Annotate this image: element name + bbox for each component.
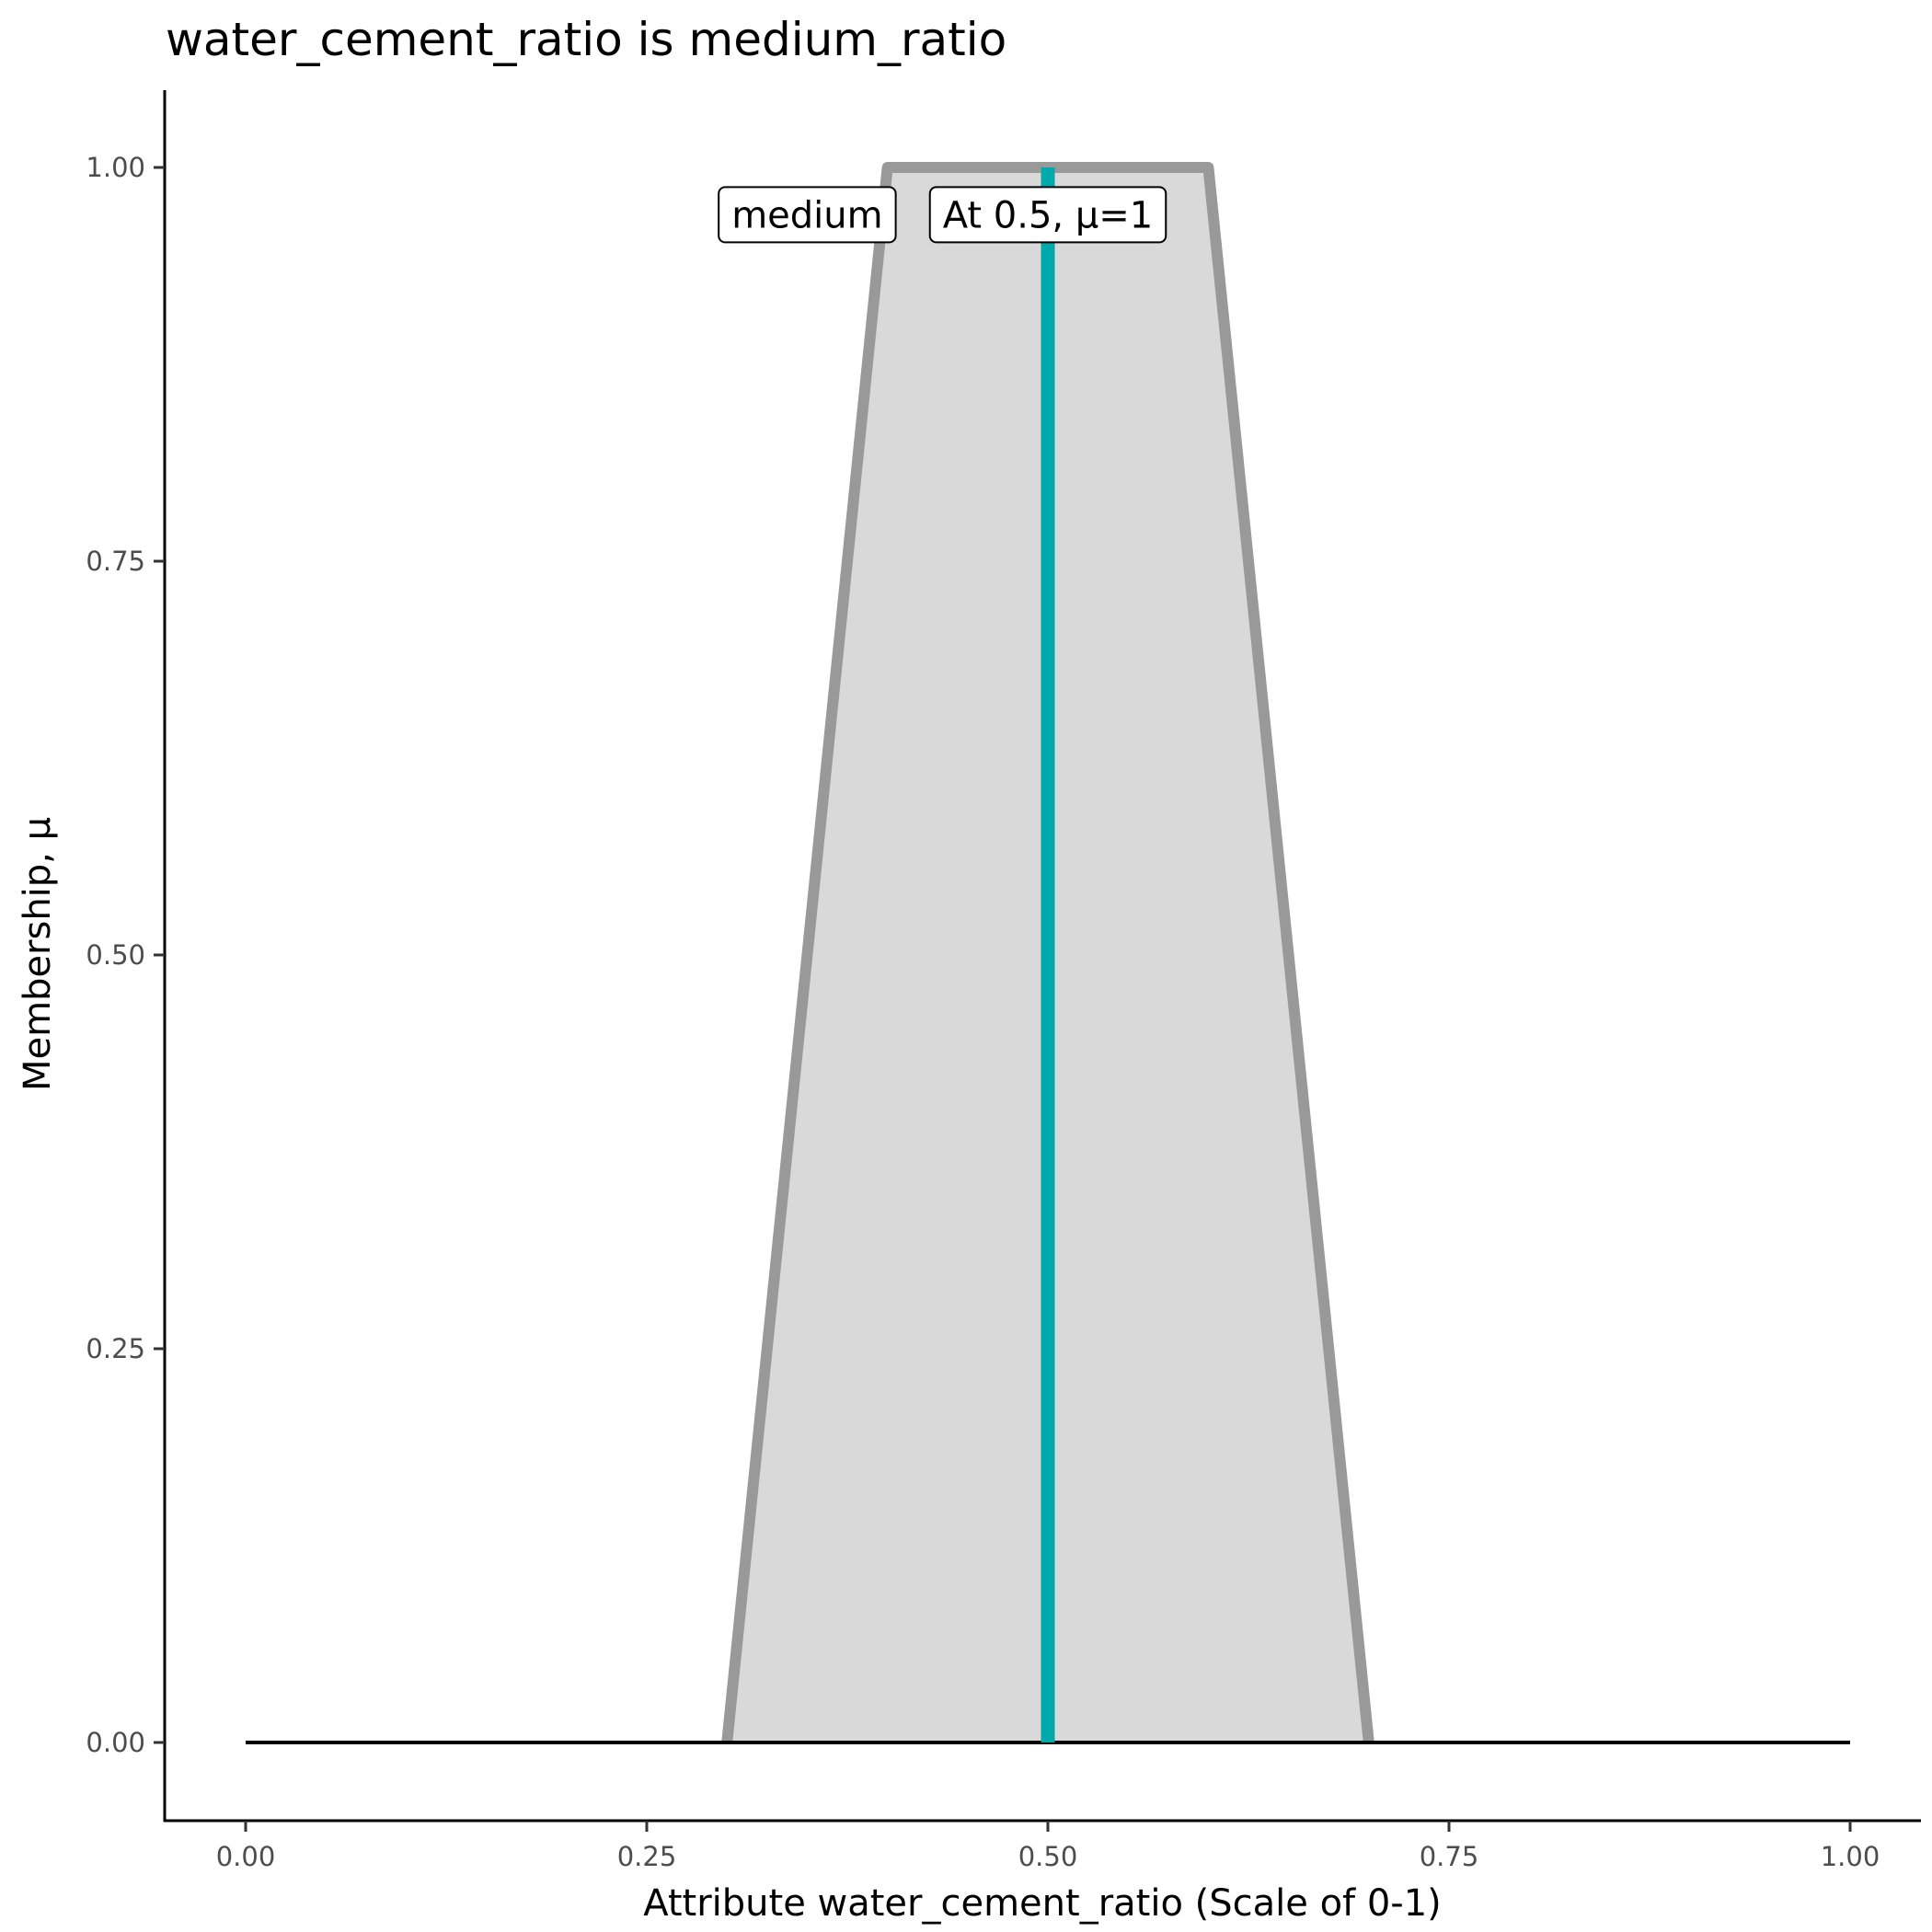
label-1: At 0.5, μ=1 [928, 186, 1167, 244]
label-box [928, 186, 1167, 244]
x-tick-label: 0.75 [1420, 1841, 1479, 1872]
x-tick-label: 0.50 [1018, 1841, 1078, 1872]
x-axis-ticks: 0.00 0.25 0.50 0.75 1.00 [216, 1821, 1880, 1872]
y-axis-ticks: 0.00 0.25 0.50 0.75 1.00 [86, 152, 165, 1758]
label-text: At 0.5, μ=1 [943, 194, 1154, 236]
x-axis-title: Attribute water_cement_ratio (Scale of 0… [643, 1882, 1442, 1925]
y-tick-label: 0.00 [86, 1727, 145, 1758]
chart-title: water_cement_ratio is medium_ratio [166, 13, 1006, 66]
plot-area: medium At 0.5, μ=1 [246, 162, 1850, 1744]
x-tick-label: 1.00 [1821, 1841, 1880, 1872]
y-axis-title: Membership, μ [17, 817, 59, 1091]
y-tick-label: 0.75 [86, 546, 145, 577]
x-tick-label: 0.25 [617, 1841, 677, 1872]
label-box [718, 186, 897, 244]
y-tick-label: 0.25 [86, 1333, 145, 1364]
label-0: medium [718, 186, 897, 244]
y-tick-label: 1.00 [86, 152, 145, 183]
x-tick-label: 0.00 [216, 1841, 276, 1872]
y-tick-label: 0.50 [86, 939, 145, 971]
label-text: medium [731, 194, 882, 236]
